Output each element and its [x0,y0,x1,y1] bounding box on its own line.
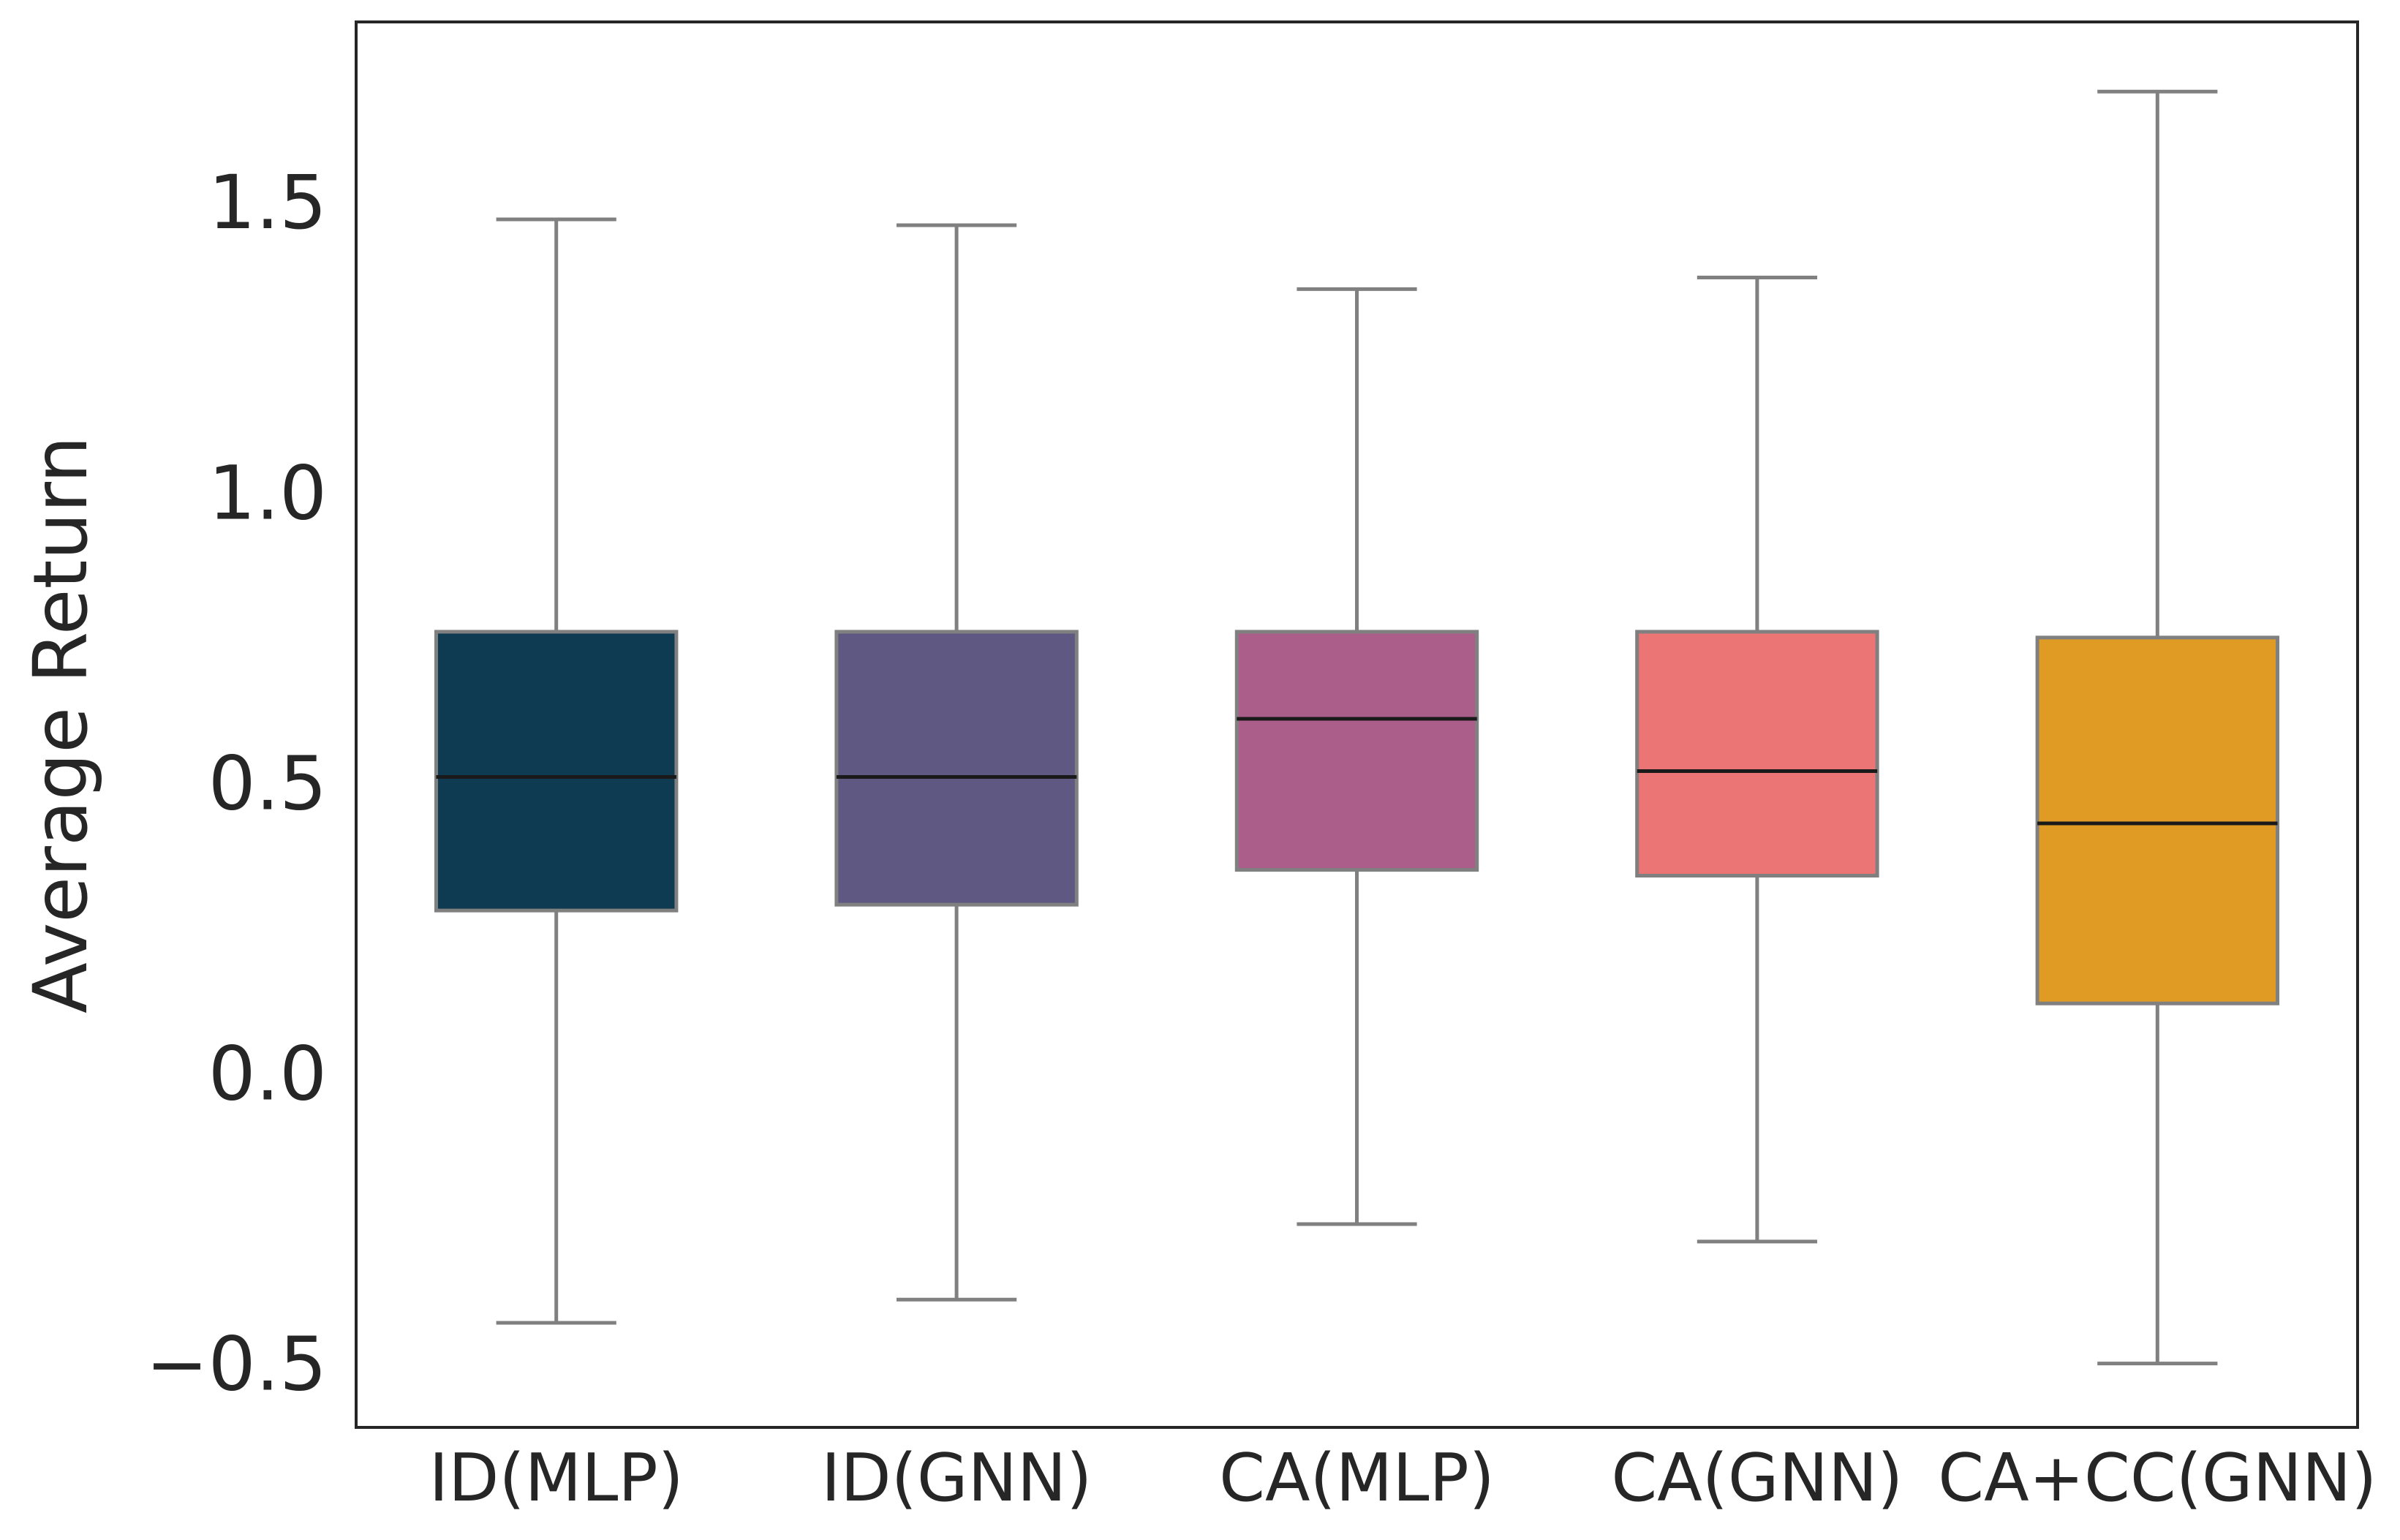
iqr-box [1635,630,1879,877]
y-tick-label: 0.5 [208,740,327,827]
y-tick-label: −0.5 [146,1321,327,1408]
iqr-box [1234,630,1479,872]
box-group [1234,287,1479,1226]
iqr-box [434,630,679,913]
y-axis-label: Average Return [18,436,105,1014]
y-tick-label: 1.0 [208,450,327,537]
iqr-box [834,630,1079,907]
box-group [1635,275,1879,1244]
x-tick-label: ID(GNN) [821,1440,1092,1517]
plot-frame [355,20,2359,1429]
box-group [2035,89,2280,1366]
box-group [834,223,1079,1302]
y-tick-label: 0.0 [208,1031,327,1118]
iqr-box [2035,635,2280,1005]
x-axis-ticks: ID(MLP) ID(GNN) CA(MLP) CA(GNN) CA+CC(GNN) [429,1440,2377,1517]
x-tick-label: CA(MLP) [1219,1440,1495,1517]
y-axis-ticks: −0.5 0.0 0.5 1.0 1.5 [146,159,327,1408]
boxes-layer [434,89,2280,1366]
y-tick-label: 1.5 [208,159,327,246]
x-tick-label: CA+CC(GNN) [1938,1440,2377,1517]
x-tick-label: CA(GNN) [1611,1440,1903,1517]
box-group [434,217,679,1325]
x-tick-label: ID(MLP) [429,1440,684,1517]
